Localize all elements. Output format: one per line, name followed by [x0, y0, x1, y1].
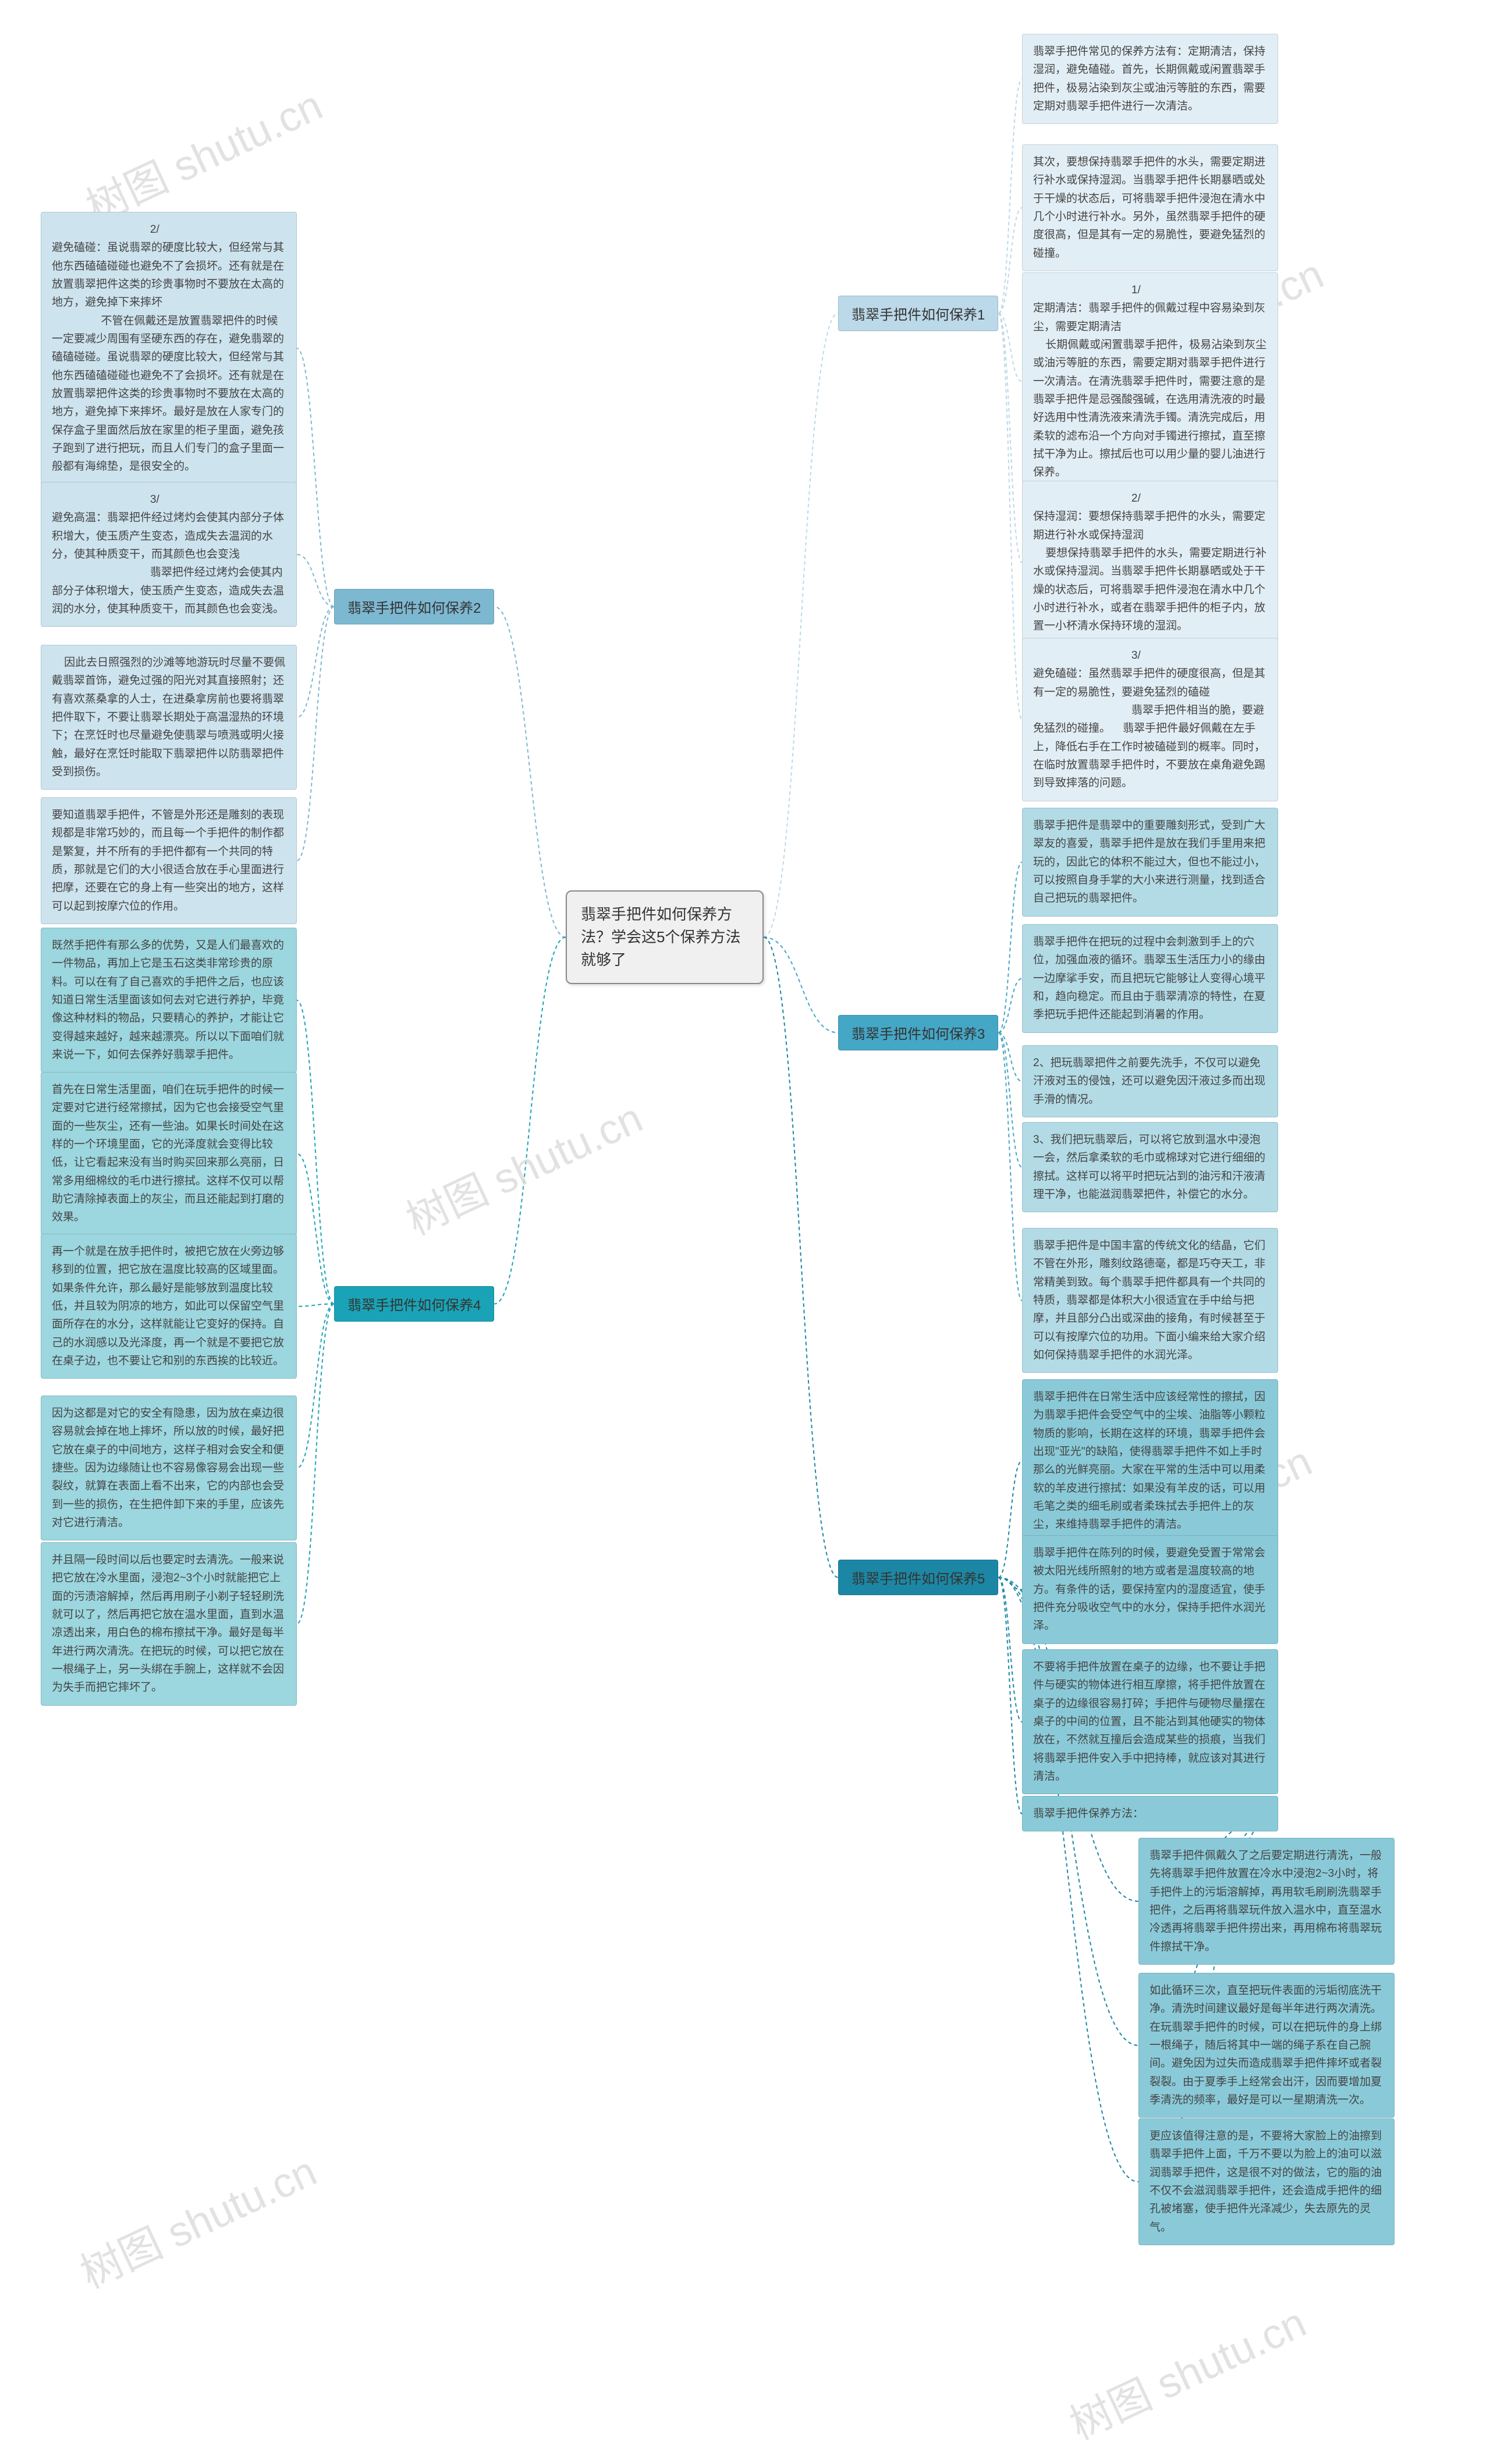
- leaf-b5-5: 如此循环三次，直至把玩件表面的污垢彻底洗干净。清洗时间建议最好是每半年进行两次清…: [1138, 1973, 1395, 2118]
- branch-b1: 翡翠手把件如何保养1: [838, 296, 998, 331]
- leaf-b4-3: 因为这都是对它的安全有隐患，因为放在桌边很容易就会掉在地上摔坏，所以放的时候，最…: [41, 1396, 297, 1540]
- leaf-b2-2: 因此去日照强烈的沙滩等地游玩时尽量不要佩戴翡翠首饰，避免过强的阳光对其直接照射；…: [41, 645, 297, 790]
- center-root-text: 翡翠手把件如何保养方法？学会这5个保养方法就够了: [581, 906, 740, 968]
- leaf-b5-0: 翡翠手把件在日常生活中应该经常性的擦拭，因为翡翠手把件会受空气中的尘埃、油脂等小…: [1022, 1379, 1278, 1543]
- leaf-b2-0: 2/ 避免磕碰：虽说翡翠的硬度比较大，但经常与其他东西磕磕碰碰也避免不了会损坏。…: [41, 212, 297, 485]
- leaf-b3-4: 翡翠手把件是中国丰富的传统文化的结晶，它们不管在外形，雕刻纹路德毫，都是巧夺天工…: [1022, 1228, 1278, 1373]
- leaf-b5-6: 更应该值得注意的是，不要将大家脸上的油擦到翡翠手把件上面，千万不要以为脸上的油可…: [1138, 2118, 1395, 2245]
- leaf-b3-1: 翡翠手把件在把玩的过程中会刺激到手上的穴位，加强血液的循环。翡翠玉生活压力小的缘…: [1022, 924, 1278, 1033]
- leaf-b5-1: 翡翠手把件在陈列的时候，要避免受置于常常会被太阳光线所照射的地方或者是温度较高的…: [1022, 1535, 1278, 1644]
- leaf-b3-0: 翡翠手把件是翡翠中的重要雕刻形式，受到广大翠友的喜爱，翡翠手把件是放在我们手里用…: [1022, 808, 1278, 917]
- leaf-b4-1: 首先在日常生活里面，咱们在玩手把件的时候一定要对它进行经常擦拭，因为它也会接受空…: [41, 1072, 297, 1235]
- leaf-b4-2: 再一个就是在放手把件时，被把它放在火旁边够移到的位置，把它放在温度比较高的区域里…: [41, 1234, 297, 1379]
- watermark: 树图 shutu.cn: [74, 72, 331, 235]
- leaf-b4-0: 既然手把件有那么多的优势，又是人们最喜欢的一件物品，再加上它是玉石这类非常珍贵的…: [41, 928, 297, 1073]
- leaf-b3-3: 3、我们把玩翡翠后，可以将它放到温水中浸泡一会，然后拿柔软的毛巾或棉球对它进行细…: [1022, 1122, 1278, 1212]
- center-root-node: 翡翠手把件如何保养方法？学会这5个保养方法就够了: [566, 890, 764, 984]
- branch-b4: 翡翠手把件如何保养4: [334, 1286, 494, 1322]
- leaf-b4-4: 并且隔一段时间以后也要定时去清洗。一般来说把它放在冷水里面，浸泡2~3个小时就能…: [41, 1542, 297, 1706]
- leaf-b1-3: 2/ 保持湿润：要想保持翡翠手把件的水头，需要定期进行补水或保持湿润 要想保持翡…: [1022, 481, 1278, 644]
- watermark: 树图 shutu.cn: [395, 1084, 651, 1247]
- branch-b2: 翡翠手把件如何保养2: [334, 589, 494, 624]
- watermark: 树图 shutu.cn: [1058, 2289, 1314, 2452]
- branch-b3: 翡翠手把件如何保养3: [838, 1015, 998, 1050]
- leaf-b1-0: 翡翠手把件常见的保养方法有：定期清洁，保持湿润，避免磕碰。首先，长期佩戴或闲置翡…: [1022, 34, 1278, 124]
- leaf-b1-2: 1/ 定期清洁：翡翠手把件的佩戴过程中容易染到灰尘，需要定期清洁 长期佩戴或闲置…: [1022, 272, 1278, 491]
- leaf-b5-2: 不要将手把件放置在桌子的边缘，也不要让手把件与硬实的物体进行相互摩擦，将手把件放…: [1022, 1649, 1278, 1794]
- leaf-b5-4: 翡翠手把件佩戴久了之后要定期进行清洗，一般先将翡翠手把件放置在冷水中浸泡2~3小…: [1138, 1838, 1395, 1965]
- branch-b5: 翡翠手把件如何保养5: [838, 1560, 998, 1595]
- leaf-b1-4: 3/ 避免磕碰：虽然翡翠手把件的硬度很高，但是其有一定的易脆性，要避免猛烈的磕碰…: [1022, 638, 1278, 801]
- leaf-b1-1: 其次，要想保持翡翠手把件的水头，需要定期进行补水或保持湿润。当翡翠手把件长期暴晒…: [1022, 144, 1278, 271]
- leaf-b3-2: 2、把玩翡翠把件之前要先洗手，不仅可以避免汗液对玉的侵蚀，还可以避免因汗液过多而…: [1022, 1045, 1278, 1117]
- leaf-b5-3: 翡翠手把件保养方法：: [1022, 1796, 1278, 1831]
- leaf-b2-1: 3/ 避免高温：翡翠把件经过烤灼会使其内部分子体积增大，使玉质产生变态，造成失去…: [41, 482, 297, 627]
- leaf-b2-3: 要知道翡翠手把件，不管是外形还是雕刻的表现规都是非常巧妙的，而且每一个手把件的制…: [41, 797, 297, 924]
- watermark: 树图 shutu.cn: [69, 2138, 325, 2300]
